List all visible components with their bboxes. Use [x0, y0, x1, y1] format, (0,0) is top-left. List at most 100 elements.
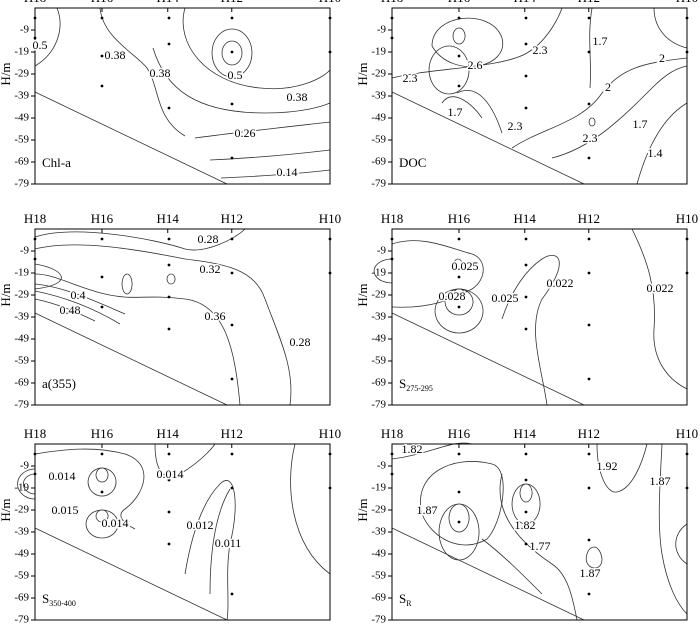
panel-label-main: a(355) — [42, 376, 76, 391]
sample-point — [587, 50, 591, 54]
x-tick-label: H16 — [448, 211, 471, 226]
x-tick-label: H16 — [91, 0, 114, 5]
y-tick-label: -49 — [14, 548, 29, 560]
panel: H18 H16 H14 H12 H10 -9 -19 -29 -39 -49 -59 -69 -79 H/… — [0, 0, 341, 190]
sample-point — [524, 542, 528, 546]
sample-point — [100, 237, 104, 241]
contour-line — [636, 102, 688, 185]
sample-point — [100, 54, 104, 58]
seafloor — [391, 527, 585, 621]
sample-point — [587, 16, 591, 20]
sample-point — [457, 84, 461, 88]
contour-label: 1.4 — [648, 146, 663, 160]
sample-point — [587, 377, 591, 381]
contour-label: 2 — [605, 80, 611, 94]
contour-label: 0.14 — [277, 165, 298, 179]
sample-point — [167, 452, 171, 456]
contour-line — [481, 538, 543, 595]
y-tick-label: -9 — [20, 245, 30, 257]
sample-point — [167, 327, 171, 331]
y-tick-label: -39 — [371, 526, 386, 538]
x-tick-label: H18 — [381, 0, 403, 5]
y-tick-label: -59 — [371, 355, 386, 367]
sample-point — [524, 263, 528, 267]
contour-line — [211, 28, 253, 78]
contour-label: 0.025 — [492, 291, 519, 305]
contour-label: 0.32 — [200, 262, 221, 276]
contour-line — [675, 523, 688, 565]
sample-point — [457, 54, 461, 58]
x-tick-label: H18 — [381, 211, 403, 226]
contour-line — [184, 480, 236, 621]
y-tick-label: -29 — [371, 504, 386, 516]
contour-label: 0.014 — [102, 516, 129, 530]
sample-point — [524, 510, 528, 514]
contour-label: 1.7 — [633, 117, 648, 131]
contour-line — [453, 258, 463, 270]
y-tick-label: -9 — [377, 245, 387, 257]
contour-label: 0.028 — [439, 289, 466, 303]
x-tick-label: H16 — [448, 426, 471, 441]
seafloor — [34, 527, 228, 621]
contour-line — [589, 7, 593, 89]
y-tick-label: -19 — [371, 267, 386, 279]
contour-line — [34, 273, 241, 406]
sample-point — [524, 42, 528, 46]
sample-point — [167, 106, 171, 110]
y-tick-label: -9 — [377, 24, 387, 36]
sample-point — [230, 50, 234, 54]
contour-line — [391, 7, 563, 79]
contour-label: 0.011 — [215, 536, 242, 550]
contour-line — [373, 258, 393, 284]
y-tick-label: -69 — [14, 592, 29, 604]
contour-line — [99, 7, 186, 137]
y-tick-label: -39 — [371, 90, 386, 102]
x-tick-label: H10 — [319, 0, 341, 5]
y-tick-label: -19 — [371, 482, 386, 494]
y-axis-label: H/m — [355, 62, 370, 85]
contour-label: 0.022 — [647, 281, 674, 295]
y-tick-label: -29 — [14, 289, 29, 301]
sample-point — [230, 271, 234, 275]
contour-line — [85, 509, 119, 539]
contour-line — [441, 96, 483, 119]
contour-line — [34, 298, 96, 322]
x-tick-label: H12 — [578, 211, 600, 226]
y-tick-label: -49 — [14, 112, 29, 124]
sample-point — [457, 305, 461, 309]
y-tick-label: -69 — [14, 156, 29, 168]
y-tick-label: -39 — [371, 311, 386, 323]
contour-line — [428, 45, 470, 95]
sample-point — [524, 106, 528, 110]
panel-label-main: DOC — [399, 155, 426, 170]
contour-label: 0.38 — [287, 90, 308, 104]
x-tick-label: H16 — [91, 426, 114, 441]
y-tick-label: -69 — [14, 377, 29, 389]
y-tick-label: -59 — [14, 570, 29, 582]
contour-label: 0.5 — [33, 38, 48, 52]
y-tick-label: -29 — [14, 68, 29, 80]
sample-point — [100, 520, 104, 524]
x-tick-label: H18 — [381, 426, 403, 441]
x-tick-label: H16 — [448, 0, 471, 5]
y-tick-label: -29 — [14, 504, 29, 516]
sample-point — [587, 237, 591, 241]
contour-label: 1.77 — [530, 539, 551, 553]
contour-label: 2.6 — [468, 58, 483, 72]
sample-point — [524, 237, 528, 241]
sample-point — [524, 74, 528, 78]
contour-line — [194, 121, 331, 139]
panel: H18 H16 H14 H12 H10 -9 -19 -29 -39 -49 -59 -69 -79 H/… — [355, 0, 698, 190]
contour-line — [182, 7, 331, 90]
contour-line — [166, 273, 176, 285]
contour-line — [431, 17, 504, 67]
panel-label: S350-400 — [42, 591, 76, 608]
y-tick-label: -59 — [14, 355, 29, 367]
contour-label: 0.28 — [198, 232, 219, 246]
x-tick-label: H14 — [157, 426, 180, 441]
panel-label-sub: 275-295 — [406, 384, 433, 393]
contour-line — [121, 273, 133, 295]
x-tick-label: H18 — [24, 426, 46, 441]
sample-point — [100, 275, 104, 279]
